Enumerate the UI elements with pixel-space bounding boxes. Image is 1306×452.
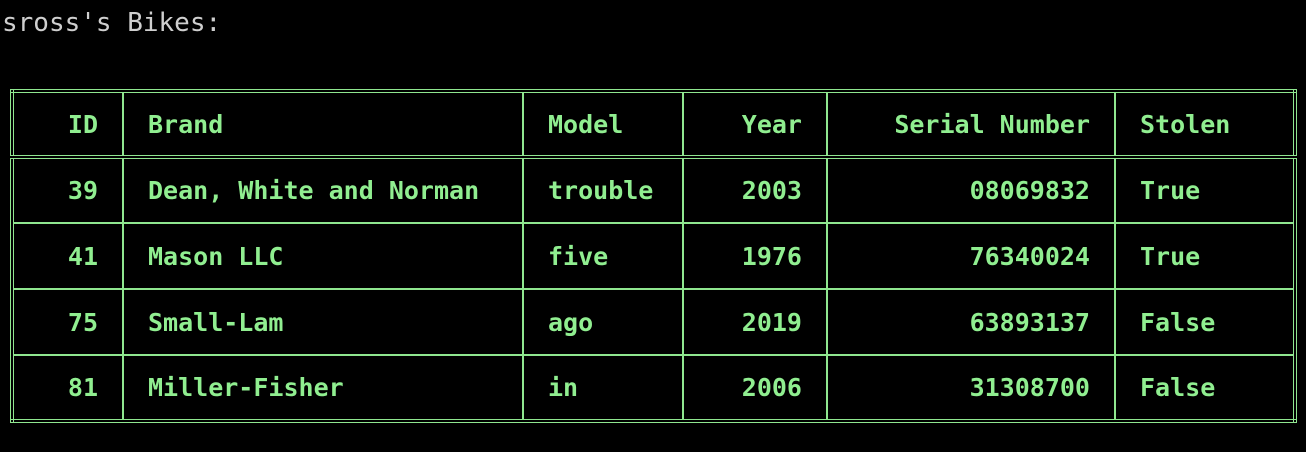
- cell-year: 1976: [682, 222, 828, 289]
- cell-model: trouble: [522, 156, 684, 223]
- column-header-id: ID: [11, 90, 124, 159]
- table-row: 41 Mason LLC five 1976 76340024 True: [11, 222, 1296, 289]
- cell-serial-number: 76340024: [826, 222, 1116, 289]
- bikes-table: ID Brand Model Year Serial Number Stolen…: [10, 89, 1297, 423]
- table-row: 81 Miller-Fisher in 2006 31308700 False: [11, 354, 1296, 421]
- cell-serial-number: 31308700: [826, 354, 1116, 421]
- cell-model: ago: [522, 288, 684, 355]
- cell-stolen: True: [1114, 222, 1296, 289]
- cell-serial-number: 63893137: [826, 288, 1116, 355]
- column-header-stolen: Stolen: [1114, 90, 1296, 159]
- cell-id: 81: [11, 354, 124, 421]
- cell-stolen: False: [1114, 288, 1296, 355]
- cell-brand: Small-Lam: [122, 288, 524, 355]
- column-header-year: Year: [682, 90, 828, 159]
- column-header-model: Model: [522, 90, 684, 159]
- cell-year: 2003: [682, 156, 828, 223]
- cell-stolen: True: [1114, 156, 1296, 223]
- cell-model: in: [522, 354, 684, 421]
- cell-year: 2019: [682, 288, 828, 355]
- column-header-serial-number: Serial Number: [826, 90, 1116, 159]
- cell-brand: Dean, White and Norman: [122, 156, 524, 223]
- terminal-heading: sross's Bikes:: [2, 8, 222, 38]
- cell-year: 2006: [682, 354, 828, 421]
- cell-id: 41: [11, 222, 124, 289]
- table-row: 75 Small-Lam ago 2019 63893137 False: [11, 288, 1296, 355]
- cell-brand: Mason LLC: [122, 222, 524, 289]
- cell-stolen: False: [1114, 354, 1296, 421]
- cell-serial-number: 08069832: [826, 156, 1116, 223]
- column-header-brand: Brand: [122, 90, 524, 159]
- cell-model: five: [522, 222, 684, 289]
- table-row: 39 Dean, White and Norman trouble 2003 0…: [11, 156, 1296, 223]
- cell-id: 75: [11, 288, 124, 355]
- cell-brand: Miller-Fisher: [122, 354, 524, 421]
- table-header-row: ID Brand Model Year Serial Number Stolen: [11, 90, 1296, 159]
- cell-id: 39: [11, 156, 124, 223]
